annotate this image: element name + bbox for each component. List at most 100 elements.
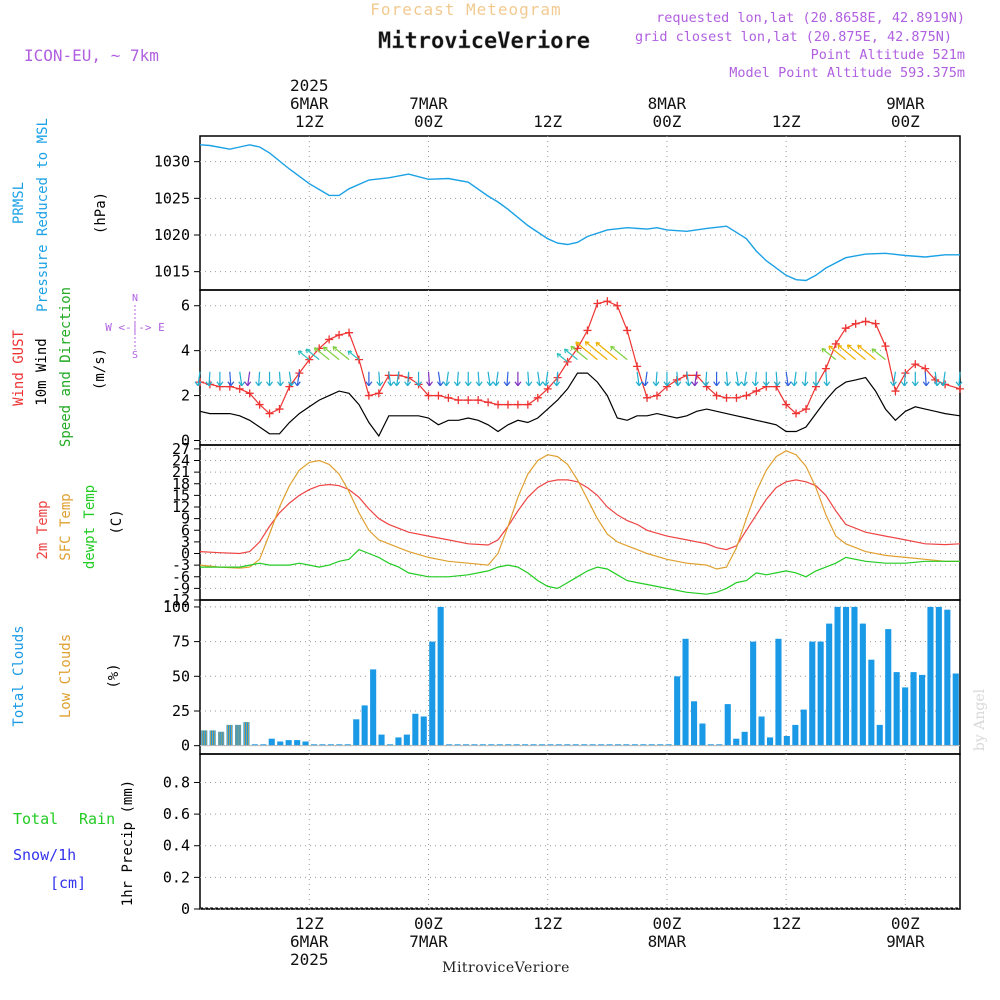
wind-arrow-head [773,381,781,387]
gust-point [503,400,512,409]
gust-point [633,362,642,371]
wind-arrow [942,371,946,386]
gust-point [821,364,830,373]
pressure-unit: (hPa) [93,192,109,234]
gust-point [494,400,503,409]
total-cloud-bar [826,623,833,746]
low-cloud-bar [220,731,222,746]
wind-arrow-head [426,381,433,387]
top-tick-label: 7MAR [409,94,448,113]
gust-point [603,297,612,306]
wind-arrow-head [216,381,224,387]
gust-point [444,393,453,402]
total-cloud-bar [691,701,698,746]
total-cloud-bar [437,606,444,746]
y-tick-label: 18 [172,475,190,493]
total-cloud-bar [783,736,790,746]
super-title: Forecast Meteogram [370,0,561,19]
gust-point [802,405,811,414]
total-cloud-bar [581,744,588,746]
gust-point [722,393,731,402]
wind-arrow-head [404,381,412,387]
gust-point [354,355,363,364]
wind-arrow-head [393,381,401,387]
wind-arrow [676,371,679,386]
wind-arrow [725,371,729,386]
wind-arrow-head [610,345,615,351]
gust-point [583,326,592,335]
wind-arrow [793,371,797,386]
wind-arrow-head [556,352,562,358]
wind-arrow-head [365,381,373,387]
gust-point [732,393,741,402]
wind-arrow [655,371,658,386]
wind-arrow-head [734,381,742,387]
total-cloud-bar [530,744,537,746]
gust-point [911,360,920,369]
total-cloud-bar [885,629,892,746]
wind-arrow-head [503,381,511,387]
compass-we: W <-|-> E [105,321,165,334]
total-cloud-bar [539,744,546,746]
total-cloud-bar [893,672,900,746]
snow-unit: [cm] [50,874,86,892]
total-cloud-bar [488,744,495,746]
wind-arrow-head [635,381,643,387]
wind-arrow [837,344,857,361]
total-cloud-bar [479,744,486,746]
wind-arrow [705,371,708,386]
y-tick-label: 6 [181,297,190,315]
wind-arrow-head [570,345,576,351]
prmsl-label: PRMSL [11,182,27,224]
wind-arrow-head [194,381,202,387]
low-cloud-bar [201,730,203,746]
top-tick-label: 00Z [891,112,920,131]
wind-arrow-head [514,381,522,387]
wind-arrow-head [266,381,274,387]
gust-point [623,326,632,335]
total-cloud-bar [952,673,959,746]
wind-arrow [903,371,906,386]
top-tick-label: 2025 [290,76,329,95]
wind-arrow [556,353,568,363]
gust-point [255,400,264,409]
gust-point [245,389,254,398]
total-cloud-bar [294,740,301,746]
y-tick-label: 15 [172,486,190,504]
wind-arrow-head [691,381,699,387]
total-cloud-bar [631,744,638,746]
total-cloud-bar [370,669,377,746]
total-cloud-bar [598,744,605,746]
total-cloud-bar [260,744,267,746]
wind-arrow [527,371,530,386]
y-tick-label: 100 [163,598,190,616]
bottom-tick-label: 00Z [652,914,681,933]
y-tick-label: -12 [163,591,190,609]
total-cloud-bar [733,738,740,746]
wind-arrow-head [751,381,759,387]
total-cloud-bar [277,741,284,746]
total-cloud-bar [944,609,951,746]
low-cloud-bar [244,722,245,746]
wind-arrow-head [857,344,862,350]
total-cloud-bar [412,713,419,746]
total-cloud-bar [403,734,410,746]
total-cloud-bar [657,744,664,746]
station-title: MitroviceVeriore [378,29,590,54]
bottom-tick-label: 12Z [533,914,562,933]
compass-s: S [132,350,138,361]
gust-point [891,387,900,396]
gust-point [374,389,383,398]
total-cloud-bar [615,744,622,746]
total-cloud-bar [859,623,866,746]
wind-arrow-head [387,381,395,387]
wind-arrow [378,371,381,386]
series-wind-gust [199,300,961,415]
wind-arrow [427,371,431,386]
y-tick-label: 27 [172,440,190,458]
closest-coords: grid closest lon,lat (20.875E, 42.875N) [635,29,952,45]
total-cloud-bar [344,744,351,746]
gust-point [563,357,572,366]
